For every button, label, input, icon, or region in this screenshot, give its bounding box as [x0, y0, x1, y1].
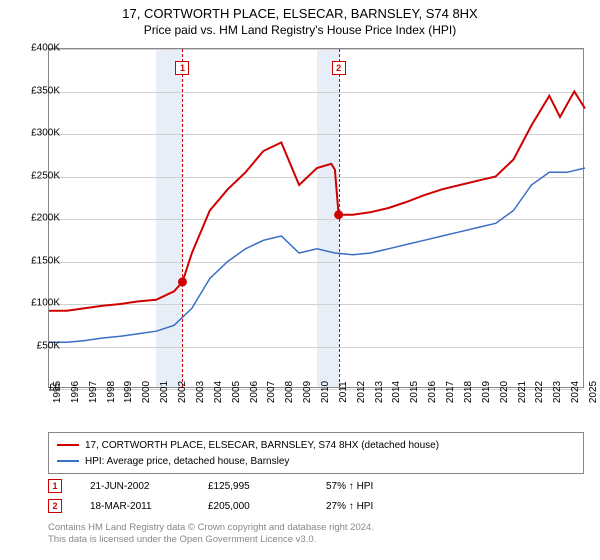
x-axis-label: 1999: [123, 381, 134, 403]
attribution-line-1: Contains HM Land Registry data © Crown c…: [48, 522, 374, 534]
chart-marker-badge: 1: [175, 61, 189, 75]
transaction-date-2: 18-MAR-2011: [90, 501, 180, 512]
x-axis-label: 2017: [445, 381, 456, 403]
x-axis-label: 2009: [302, 381, 313, 403]
x-axis-label: 2016: [427, 381, 438, 403]
attribution: Contains HM Land Registry data © Crown c…: [48, 522, 374, 547]
x-axis-label: 1996: [70, 381, 81, 403]
x-axis-label: 2024: [570, 381, 581, 403]
legend-swatch-blue: [57, 460, 79, 462]
chart-svg: [49, 49, 583, 387]
x-axis-label: 2018: [463, 381, 474, 403]
transaction-badge-1: 1: [48, 479, 62, 493]
x-axis-label: 2015: [409, 381, 420, 403]
chart-title: 17, CORTWORTH PLACE, ELSECAR, BARNSLEY, …: [0, 6, 600, 21]
transaction-price-1: £125,995: [208, 481, 298, 492]
x-axis-label: 2023: [552, 381, 563, 403]
y-axis-label: £200K: [31, 213, 60, 224]
plot-area: 12: [48, 48, 584, 388]
x-axis-label: 2012: [356, 381, 367, 403]
x-axis-label: 1998: [106, 381, 117, 403]
chart-subtitle: Price paid vs. HM Land Registry's House …: [0, 23, 600, 37]
x-axis-label: 1997: [88, 381, 99, 403]
chart-marker-badge: 2: [332, 61, 346, 75]
x-axis-label: 2019: [481, 381, 492, 403]
legend-label-2: HPI: Average price, detached house, Barn…: [85, 456, 289, 467]
y-axis-label: £100K: [31, 298, 60, 309]
y-axis-label: £150K: [31, 255, 60, 266]
y-axis-label: £350K: [31, 85, 60, 96]
x-axis-label: 1995: [52, 381, 63, 403]
legend: 17, CORTWORTH PLACE, ELSECAR, BARNSLEY, …: [48, 432, 584, 474]
transaction-delta-1: 57% ↑ HPI: [326, 481, 416, 492]
transaction-table: 1 21-JUN-2002 £125,995 57% ↑ HPI 2 18-MA…: [48, 476, 416, 516]
x-axis-label: 2002: [177, 381, 188, 403]
legend-row-1: 17, CORTWORTH PLACE, ELSECAR, BARNSLEY, …: [57, 437, 575, 453]
legend-row-2: HPI: Average price, detached house, Barn…: [57, 453, 575, 469]
x-axis-label: 2022: [534, 381, 545, 403]
x-axis-label: 2011: [338, 381, 349, 403]
y-axis-label: £400K: [31, 43, 60, 54]
x-axis-label: 2005: [231, 381, 242, 403]
x-axis-label: 2013: [374, 381, 385, 403]
x-axis-label: 2000: [141, 381, 152, 403]
transaction-price-2: £205,000: [208, 501, 298, 512]
transaction-date-1: 21-JUN-2002: [90, 481, 180, 492]
x-axis-label: 2007: [266, 381, 277, 403]
x-axis-label: 2004: [213, 381, 224, 403]
x-axis-label: 2008: [284, 381, 295, 403]
x-axis-label: 2010: [320, 381, 331, 403]
y-axis-label: £250K: [31, 170, 60, 181]
chart-container: 17, CORTWORTH PLACE, ELSECAR, BARNSLEY, …: [0, 0, 600, 560]
transaction-delta-2: 27% ↑ HPI: [326, 501, 416, 512]
x-axis-label: 2006: [249, 381, 260, 403]
x-axis-label: 2021: [517, 381, 528, 403]
attribution-line-2: This data is licensed under the Open Gov…: [48, 534, 374, 546]
title-block: 17, CORTWORTH PLACE, ELSECAR, BARNSLEY, …: [0, 0, 600, 37]
x-axis-label: 2020: [499, 381, 510, 403]
y-axis-label: £50K: [37, 340, 60, 351]
x-axis-label: 2014: [391, 381, 402, 403]
transaction-row-1: 1 21-JUN-2002 £125,995 57% ↑ HPI: [48, 476, 416, 496]
y-axis-label: £300K: [31, 128, 60, 139]
transaction-row-2: 2 18-MAR-2011 £205,000 27% ↑ HPI: [48, 496, 416, 516]
x-axis-label: 2025: [588, 381, 599, 403]
x-axis-label: 2003: [195, 381, 206, 403]
x-axis-label: 2001: [159, 381, 170, 403]
transaction-badge-2: 2: [48, 499, 62, 513]
legend-label-1: 17, CORTWORTH PLACE, ELSECAR, BARNSLEY, …: [85, 440, 439, 451]
legend-swatch-red: [57, 444, 79, 446]
